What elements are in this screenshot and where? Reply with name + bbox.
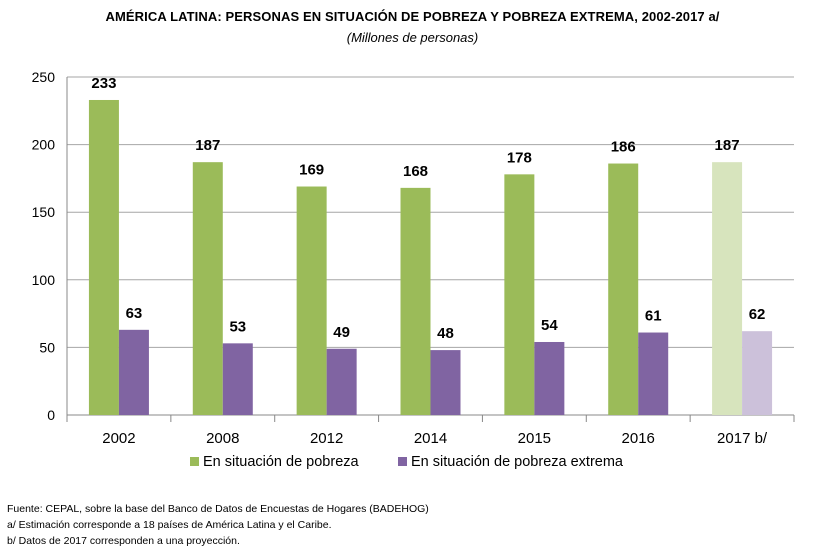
data-label: 63 — [126, 305, 143, 322]
bar-pobreza-2014 — [400, 187, 431, 415]
footnote-b: b/ Datos de 2017 corresponden a una proy… — [7, 535, 240, 547]
bar-pobreza-extrema-2017 — [742, 331, 773, 415]
y-tick-label: 250 — [32, 69, 56, 85]
data-label: 61 — [645, 308, 662, 325]
x-tick-label: 2017 b/ — [717, 430, 768, 447]
bar-pobreza-extrema-2012 — [326, 348, 357, 415]
data-label: 187 — [195, 137, 220, 154]
footnote-a: a/ Estimación corresponde a 18 países de… — [7, 519, 332, 531]
bar-chart: 0 50 100 150 200 250 233 63 2002 187 53 2008 169 49 20… — [32, 69, 795, 470]
bar-pobreza-extrema-2015 — [534, 341, 565, 415]
data-label: 178 — [507, 149, 532, 166]
y-tick-label: 150 — [32, 204, 56, 220]
bar-pobreza-2017 — [712, 162, 743, 415]
data-label: 53 — [229, 318, 246, 335]
chart-title: AMÉRICA LATINA: PERSONAS EN SITUACIÓN DE… — [105, 9, 720, 24]
data-label: 48 — [437, 325, 454, 342]
bar-pobreza-2016 — [608, 163, 639, 415]
bar-pobreza-extrema-2014 — [430, 350, 461, 415]
legend-swatch — [190, 457, 199, 466]
bar-pobreza-extrema-2008 — [222, 343, 253, 415]
data-label: 62 — [749, 306, 766, 323]
source-note: Fuente: CEPAL, sobre la base del Banco d… — [7, 503, 429, 515]
bar-pobreza-extrema-2002 — [118, 329, 149, 415]
x-tick-label: 2002 — [102, 430, 135, 447]
x-tick-label: 2012 — [310, 430, 343, 447]
bar-pobreza-2008 — [192, 162, 223, 415]
x-tick-label: 2015 — [518, 430, 551, 447]
y-tick-label: 0 — [47, 407, 55, 423]
bar-pobreza-2012 — [296, 186, 327, 415]
legend-label: En situación de pobreza extrema — [411, 454, 624, 470]
bar-pobreza-2015 — [504, 174, 535, 415]
x-tick-label: 2016 — [622, 430, 655, 447]
x-tick-label: 2008 — [206, 430, 239, 447]
bar-pobreza-extrema-2016 — [638, 332, 669, 415]
y-tick-label: 50 — [39, 339, 55, 355]
data-label: 187 — [715, 137, 740, 154]
data-label: 186 — [611, 139, 636, 156]
legend-label: En situación de pobreza — [203, 454, 360, 470]
data-label: 168 — [403, 163, 428, 180]
data-label: 233 — [91, 75, 116, 92]
data-label: 169 — [299, 162, 324, 179]
bar-pobreza-2002 — [88, 99, 119, 415]
legend-swatch — [398, 457, 407, 466]
x-tick-label: 2014 — [414, 430, 447, 447]
data-label: 49 — [333, 324, 350, 341]
y-tick-label: 100 — [32, 272, 56, 288]
data-label: 54 — [541, 317, 558, 334]
chart-subtitle: (Millones de personas) — [346, 30, 479, 45]
y-tick-label: 200 — [32, 137, 56, 153]
